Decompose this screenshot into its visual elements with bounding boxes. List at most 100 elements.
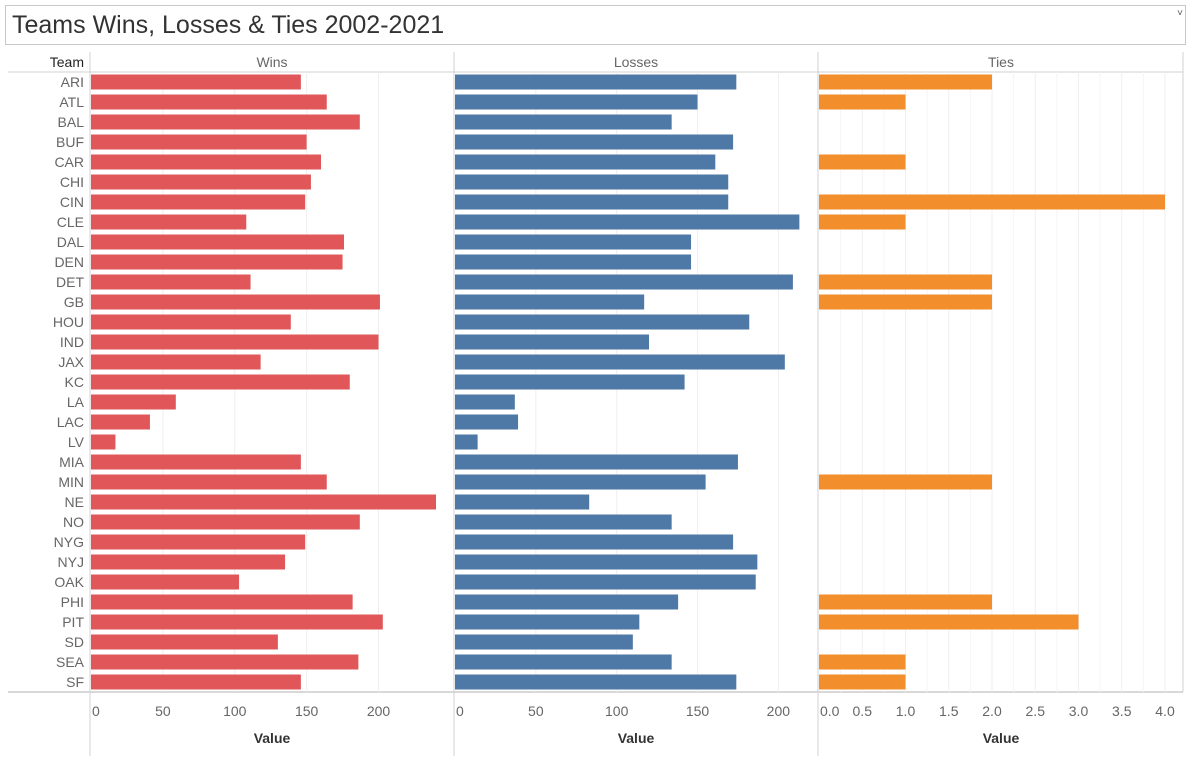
bar-wins-sd [91, 634, 278, 650]
panel-header-ties: Ties [988, 54, 1014, 70]
bar-losses-cle [455, 214, 800, 230]
team-label-car: CAR [54, 154, 84, 170]
team-label-lv: LV [68, 434, 85, 450]
team-label-kc: KC [65, 374, 84, 390]
bar-losses-oak [455, 574, 756, 590]
bar-wins-sea [91, 654, 359, 670]
team-label-nyj: NYJ [58, 554, 84, 570]
bar-losses-mia [455, 454, 738, 470]
bar-wins-phi [91, 594, 353, 610]
bar-losses-la [455, 394, 515, 410]
team-label-nyg: NYG [54, 534, 84, 550]
bar-wins-ari [91, 74, 301, 90]
team-label-jax: JAX [58, 354, 84, 370]
team-label-min: MIN [58, 474, 84, 490]
tick-label: 0 [456, 703, 464, 719]
tick-label: 100 [605, 703, 629, 719]
team-label-gb: GB [64, 294, 84, 310]
bar-wins-hou [91, 314, 291, 330]
bar-ties-sf [819, 674, 906, 690]
tick-label: 200 [767, 703, 791, 719]
bar-losses-hou [455, 314, 750, 330]
bar-wins-bal [91, 114, 360, 130]
team-label-den: DEN [54, 254, 84, 270]
tick-label: 0.5 [853, 703, 873, 719]
bar-wins-cle [91, 214, 247, 230]
team-label-bal: BAL [58, 114, 85, 130]
tick-label: 150 [686, 703, 710, 719]
bar-losses-phi [455, 594, 679, 610]
bar-losses-bal [455, 114, 672, 130]
dropdown-caret-icon[interactable]: ˅ [1177, 8, 1183, 19]
bar-losses-nyg [455, 534, 734, 550]
bar-chart: Team ARI ATL BAL BUF CAR CHI CIN CLE DAL DEN DET GB H… [8, 52, 1184, 756]
bar-wins-ind [91, 334, 379, 350]
bar-losses-ari [455, 74, 737, 90]
team-label-la: LA [67, 394, 85, 410]
team-label-atl: ATL [59, 94, 84, 110]
team-label-no: NO [63, 514, 84, 530]
bar-losses-den [455, 254, 692, 270]
chart-title: Teams Wins, Losses & Ties 2002-2021 [12, 11, 445, 39]
tick-label: 200 [367, 703, 391, 719]
bar-ties-atl [819, 94, 906, 110]
bar-losses-dal [455, 234, 692, 250]
bar-losses-no [455, 514, 672, 530]
team-label-sd: SD [65, 634, 84, 650]
tick-label: 2.0 [982, 703, 1002, 719]
bar-ties-car [819, 154, 906, 170]
bar-wins-nyj [91, 554, 286, 570]
bar-wins-jax [91, 354, 261, 370]
team-label-lac: LAC [57, 414, 84, 430]
bar-wins-la [91, 394, 176, 410]
tick-label: 100 [223, 703, 247, 719]
bar-losses-ind [455, 334, 650, 350]
bar-losses-atl [455, 94, 698, 110]
panel-header-losses: Losses [614, 54, 658, 70]
team-label-ari: ARI [61, 74, 84, 90]
bar-losses-lv [455, 434, 478, 450]
bar-wins-gb [91, 294, 380, 310]
bar-losses-cin [455, 194, 729, 210]
bar-wins-min [91, 474, 327, 490]
team-label-phi: PHI [61, 594, 84, 610]
bar-wins-pit [91, 614, 383, 630]
bar-ties-ari [819, 74, 992, 90]
team-label-ind: IND [60, 334, 84, 350]
bar-wins-no [91, 514, 360, 530]
bar-losses-gb [455, 294, 645, 310]
bar-losses-sea [455, 654, 672, 670]
tick-label: 50 [155, 703, 171, 719]
team-label-cin: CIN [60, 194, 84, 210]
bar-ties-cle [819, 214, 906, 230]
tick-label: 4.0 [1155, 703, 1175, 719]
team-label-ne: NE [65, 494, 84, 510]
bar-wins-atl [91, 94, 327, 110]
bar-ties-det [819, 274, 992, 290]
axis-title-losses: Value [618, 730, 655, 746]
team-label-chi: CHI [60, 174, 84, 190]
team-label-dal: DAL [57, 234, 84, 250]
axis-title-wins: Value [254, 730, 291, 746]
bar-wins-chi [91, 174, 311, 190]
bar-wins-lac [91, 414, 150, 430]
bar-wins-buf [91, 134, 307, 150]
team-label-hou: HOU [53, 314, 84, 330]
team-label-sea: SEA [56, 654, 85, 670]
team-label-buf: BUF [56, 134, 84, 150]
team-label-pit: PIT [62, 614, 84, 630]
team-label-cle: CLE [57, 214, 84, 230]
bar-ties-phi [819, 594, 992, 610]
team-label-oak: OAK [54, 574, 84, 590]
tick-label: 150 [295, 703, 319, 719]
bar-ties-cin [819, 194, 1165, 210]
bar-losses-jax [455, 354, 785, 370]
tick-label: 0.0 [820, 703, 840, 719]
bar-ties-pit [819, 614, 1079, 630]
bar-wins-nyg [91, 534, 306, 550]
bar-losses-min [455, 474, 706, 490]
bar-losses-sf [455, 674, 737, 690]
bar-ties-min [819, 474, 992, 490]
bar-losses-pit [455, 614, 640, 630]
bar-wins-ne [91, 494, 436, 510]
